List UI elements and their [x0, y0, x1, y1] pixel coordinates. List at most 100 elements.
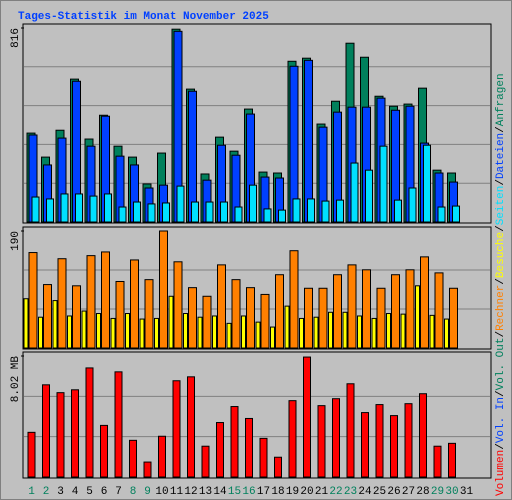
bar — [241, 315, 246, 349]
bar — [23, 298, 29, 349]
x-tick-label: 10 — [155, 486, 168, 498]
bar — [313, 316, 319, 349]
bar — [226, 322, 232, 349]
bar — [187, 376, 195, 478]
bar — [183, 313, 188, 349]
x-tick-label: 19 — [286, 486, 299, 498]
x-tick-label: 29 — [431, 486, 444, 498]
bar — [125, 313, 130, 349]
bar — [201, 445, 210, 478]
x-tick-label: 1 — [28, 486, 35, 498]
bar — [212, 315, 217, 349]
bar — [202, 295, 212, 349]
x-tick-label: 26 — [387, 486, 400, 498]
bar — [365, 169, 373, 223]
x-tick-label: 11 — [170, 486, 184, 498]
x-tick-label: 16 — [242, 486, 255, 498]
x-tick-label: 8 — [130, 486, 137, 498]
bar — [249, 184, 257, 223]
bar — [278, 209, 286, 223]
bar — [304, 287, 313, 349]
x-tick-label: 28 — [416, 486, 429, 498]
bar — [71, 389, 79, 478]
bar — [85, 367, 94, 478]
x-tick-label: 20 — [300, 486, 313, 498]
bar — [139, 318, 145, 349]
y-tick-label: 816 — [10, 28, 22, 48]
bar — [60, 193, 69, 223]
bar — [52, 300, 58, 349]
bar — [391, 274, 400, 349]
bar — [394, 199, 402, 223]
bar — [361, 412, 369, 478]
bar — [303, 356, 311, 478]
bar — [216, 422, 224, 478]
legend: Volumen/Vol. In/Vol. Out/Rechner/Besuche… — [495, 73, 507, 496]
bar — [362, 269, 371, 349]
bar — [328, 311, 333, 349]
bar — [56, 392, 65, 478]
legend-separator: / — [495, 443, 507, 450]
bar — [452, 205, 460, 223]
bar — [255, 321, 261, 349]
bar — [332, 398, 340, 478]
x-tick-label: 3 — [57, 486, 64, 498]
bar — [304, 59, 313, 223]
bar — [96, 313, 101, 349]
x-tick-label: 31 — [460, 486, 474, 498]
bar — [415, 285, 420, 349]
x-tick-label: 6 — [101, 486, 108, 498]
bar — [275, 274, 284, 349]
bar — [386, 313, 391, 349]
bar — [154, 317, 159, 349]
x-tick-label: 18 — [271, 486, 284, 498]
bar — [259, 437, 268, 478]
bar — [100, 424, 108, 478]
legend-separator: / — [495, 225, 507, 232]
y-tick-label: 8.02 MB — [10, 356, 22, 403]
x-tick-label: 23 — [344, 486, 357, 498]
x-tick-label: 7 — [115, 486, 122, 498]
bar — [433, 445, 442, 478]
bar — [129, 439, 137, 478]
legend-entry: Vol. In — [495, 397, 507, 443]
bar — [423, 144, 431, 223]
bar — [347, 264, 357, 349]
bar — [89, 195, 98, 223]
legend-entry: Besuche — [495, 232, 507, 278]
x-tick-label: 4 — [72, 486, 79, 498]
bar — [57, 258, 67, 349]
bar — [346, 383, 355, 478]
bar — [143, 461, 152, 478]
bar — [404, 403, 413, 478]
bar — [75, 193, 83, 223]
bar — [168, 295, 174, 349]
bar — [217, 264, 226, 349]
bar — [434, 272, 444, 349]
legend-entry: Vol. Out — [495, 338, 507, 391]
bar — [321, 200, 330, 223]
bar — [176, 185, 185, 223]
bar — [379, 145, 388, 223]
bar — [274, 456, 282, 478]
bar — [159, 230, 168, 349]
bar — [230, 406, 239, 478]
x-tick-label: 24 — [358, 486, 372, 498]
x-tick-label: 12 — [184, 486, 197, 498]
legend-separator: / — [495, 390, 507, 397]
x-tick-label: 13 — [199, 486, 212, 498]
bar — [292, 198, 301, 223]
bar — [333, 274, 342, 349]
x-tick-label: 17 — [257, 486, 270, 498]
bar — [357, 315, 362, 349]
x-tick-label: 22 — [329, 486, 342, 498]
bar — [205, 201, 214, 223]
bar — [130, 259, 139, 349]
bar — [288, 400, 297, 478]
bar — [231, 279, 241, 349]
bar — [350, 162, 359, 223]
x-tick-label: 5 — [86, 486, 93, 498]
x-tick-label: 9 — [144, 486, 151, 498]
